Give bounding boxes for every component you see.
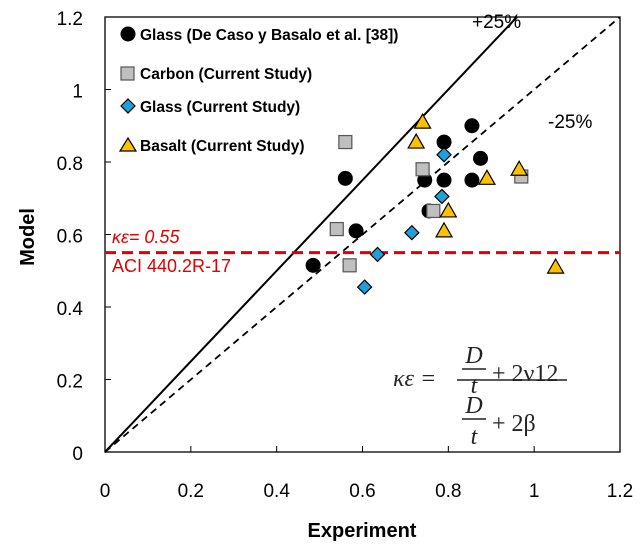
data-point-diamond xyxy=(404,224,420,241)
data-point-square xyxy=(415,162,430,177)
data-point-square xyxy=(426,203,441,219)
data-point-triangle xyxy=(435,221,454,238)
x-tick-labels: 0 0.2 0.4 0.6 0.8 1 1.2 xyxy=(100,481,634,502)
y-tick-label: 0.4 xyxy=(57,299,84,320)
x-tick-label: 0.2 xyxy=(178,481,204,502)
data-point-diamond xyxy=(434,188,450,205)
y-tick-label: 0.6 xyxy=(57,227,83,248)
equation-lhs: κε = xyxy=(393,366,436,392)
equation-num-frac-bottom: t xyxy=(471,373,479,399)
legend-marker-circle xyxy=(120,26,136,42)
data-point-circle xyxy=(436,172,452,188)
data-point-square xyxy=(342,258,357,273)
equation-den-frac-bottom: t xyxy=(471,424,479,450)
y-tick-label: 0.2 xyxy=(57,372,83,393)
minus-25-label: -25% xyxy=(548,112,592,133)
equation-num-rest: + 2ν12 xyxy=(492,361,558,387)
data-point-diamond xyxy=(436,146,452,163)
kappa-equation: κε = D t + 2ν12 D t + 2β xyxy=(393,343,567,450)
x-tick-label: 0.8 xyxy=(435,481,461,502)
x-axis-label: Experiment xyxy=(308,520,417,542)
data-point-square xyxy=(338,134,353,150)
data-point-circle xyxy=(464,118,480,134)
data-point-circle xyxy=(305,257,321,273)
data-point-circle xyxy=(464,172,480,188)
data-point-triangle xyxy=(477,169,496,185)
x-tick-label: 0.4 xyxy=(263,481,290,502)
kappa-threshold-label: κε= 0.55 xyxy=(112,227,180,247)
data-point-triangle xyxy=(407,132,426,149)
y-tick-labels: 0 0.2 0.4 0.6 0.8 1 1.2 xyxy=(57,9,84,465)
legend: Glass (De Caso y Basalo et al. [38]) Car… xyxy=(118,26,398,155)
legend-marker-square xyxy=(120,66,135,81)
plus-25-label: +25% xyxy=(472,12,521,33)
data-point-triangle xyxy=(546,257,565,274)
legend-entry-label: Carbon (Current Study) xyxy=(140,66,312,83)
data-point-circle xyxy=(473,150,489,166)
legend-marker-triangle xyxy=(118,136,138,152)
data-point-triangle xyxy=(413,112,432,129)
legend-entry-label: Glass (Current Study) xyxy=(140,99,300,116)
y-axis-label: Model xyxy=(17,208,39,266)
equation-den-frac-top: D xyxy=(464,393,482,419)
data-point-square xyxy=(329,221,344,237)
data-point-triangle xyxy=(439,201,458,218)
equation-den-rest: + 2β xyxy=(492,411,536,437)
x-tick-label: 0.6 xyxy=(349,481,375,502)
data-point-circle xyxy=(348,223,364,239)
legend-marker-diamond xyxy=(120,98,136,114)
x-tick-label: 1 xyxy=(529,481,540,502)
legend-entry-label: Basalt (Current Study) xyxy=(140,138,305,155)
axes xyxy=(104,16,621,453)
y-tick-label: 1.2 xyxy=(57,9,83,30)
y-tick-label: 1 xyxy=(72,82,83,103)
legend-entry-label: Glass (De Caso y Basalo et al. [38]) xyxy=(140,27,398,44)
plus-25-line xyxy=(104,16,518,453)
data-point-circle xyxy=(337,170,353,186)
y-tick-label: 0 xyxy=(72,444,83,465)
data-point-diamond xyxy=(369,246,386,263)
data-point-triangle xyxy=(510,160,529,176)
data-points xyxy=(305,112,565,295)
x-tick-label: 0 xyxy=(100,481,111,502)
y-tick-label: 0.8 xyxy=(57,154,83,175)
x-tick-label: 1.2 xyxy=(607,481,633,502)
data-point-diamond xyxy=(356,279,373,295)
equation-num-frac-top: D xyxy=(464,343,482,369)
aci-guideline-label: ACI 440.2R-17 xyxy=(112,256,231,276)
